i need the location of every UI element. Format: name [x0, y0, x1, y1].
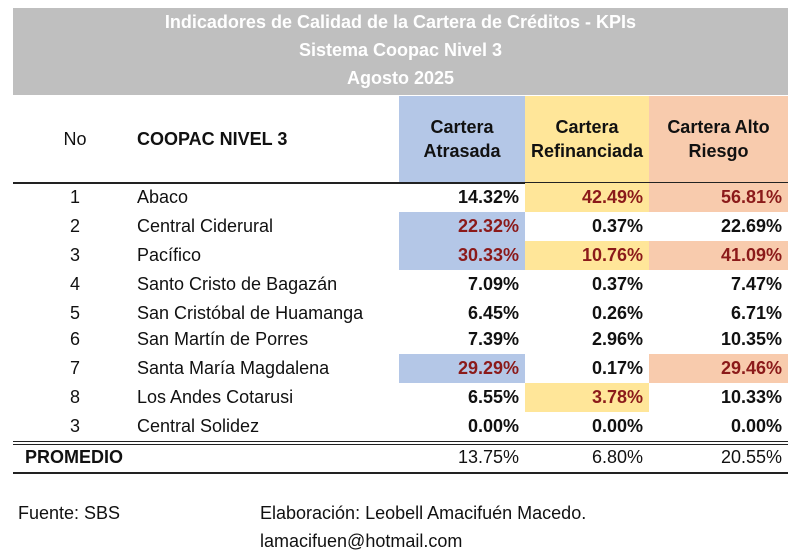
row-cartera-atrasada: 7.09% — [467, 274, 519, 294]
table-row: 6 San Martín de Porres 7.39% 2.96% 10.35… — [13, 325, 788, 354]
row-no: 3 — [69, 416, 80, 436]
row-name: Central Ciderural — [137, 216, 274, 236]
row-cartera-alto-riesgo: 6.71% — [730, 303, 782, 323]
table-row: 3 Central Solidez 0.00% 0.00% 0.00% — [13, 412, 788, 441]
row-no: 8 — [69, 387, 80, 407]
average-cartera-refinanciada: 6.80% — [591, 447, 643, 467]
table-row: 7 Santa María Magdalena 29.29% 0.17% 29.… — [13, 354, 788, 383]
row-cartera-atrasada: 29.29% — [399, 354, 525, 383]
row-no: 4 — [69, 274, 80, 294]
header-col3-line2: Riesgo — [688, 141, 749, 161]
row-name: Santo Cristo de Bagazán — [137, 274, 338, 294]
average-label: PROMEDIO — [25, 447, 124, 467]
header-cartera-alto-riesgo: Cartera Alto Riesgo — [649, 96, 788, 182]
row-cartera-alto-riesgo: 29.46% — [649, 354, 788, 383]
header-col1-line2: Atrasada — [423, 141, 501, 161]
row-no: 2 — [69, 216, 80, 236]
row-cartera-alto-riesgo: 41.09% — [649, 241, 788, 270]
row-cartera-refinanciada: 42.49% — [525, 183, 649, 212]
header-col1-line1: Cartera — [430, 117, 494, 137]
average-divider-top-double — [13, 444, 788, 445]
header-name-label: COOPAC NIVEL 3 — [137, 129, 288, 149]
row-name: Abaco — [137, 187, 189, 207]
row-cartera-refinanciada: 0.00% — [591, 416, 643, 436]
row-cartera-refinanciada: 3.78% — [525, 383, 649, 412]
average-row: PROMEDIO 13.75% 6.80% 20.55% — [13, 443, 788, 472]
row-no: 1 — [69, 187, 80, 207]
row-name: Los Andes Cotarusi — [137, 387, 294, 407]
row-cartera-atrasada: 0.00% — [467, 416, 519, 436]
row-cartera-refinanciada: 10.76% — [525, 241, 649, 270]
table-row: 5 San Cristóbal de Huamanga 6.45% 0.26% … — [13, 299, 788, 328]
row-name: San Cristóbal de Huamanga — [137, 303, 364, 323]
row-cartera-refinanciada: 2.96% — [591, 329, 643, 349]
title-line-2: Sistema Coopac Nivel 3 — [298, 40, 503, 60]
average-cartera-alto-riesgo: 20.55% — [720, 447, 782, 467]
row-name: Central Solidez — [137, 416, 260, 436]
row-cartera-alto-riesgo: 10.35% — [720, 329, 782, 349]
header-cartera-atrasada: Cartera Atrasada — [399, 96, 525, 182]
average-cartera-atrasada: 13.75% — [457, 447, 519, 467]
row-cartera-refinanciada: 0.37% — [591, 274, 643, 294]
header-col3-line1: Cartera Alto — [667, 117, 770, 137]
row-cartera-atrasada: 30.33% — [399, 241, 525, 270]
row-name: Santa María Magdalena — [137, 358, 330, 378]
header-no-label: No — [63, 129, 87, 149]
footer-email: lamacifuen@hotmail.com — [260, 531, 463, 551]
row-cartera-alto-riesgo: 22.69% — [720, 216, 782, 236]
table-row: 1 Abaco 14.32% 42.49% 56.81% — [13, 183, 788, 212]
footer-source: Fuente: SBS — [18, 503, 121, 523]
row-no: 7 — [69, 358, 80, 378]
average-divider-bottom — [13, 472, 788, 474]
row-cartera-alto-riesgo: 0.00% — [730, 416, 782, 436]
row-cartera-alto-riesgo: 7.47% — [730, 274, 782, 294]
row-no: 5 — [69, 303, 80, 323]
row-cartera-refinanciada: 0.17% — [591, 358, 643, 378]
table-title: Indicadores de Calidad de la Cartera de … — [13, 8, 788, 95]
header-no: No — [13, 96, 137, 182]
row-cartera-atrasada: 6.55% — [467, 387, 519, 407]
row-name: Pacífico — [137, 245, 202, 265]
title-line-3: Agosto 2025 — [346, 68, 455, 88]
average-divider-top — [13, 441, 788, 442]
row-no: 3 — [69, 245, 80, 265]
row-name: San Martín de Porres — [137, 329, 309, 349]
row-cartera-refinanciada: 0.26% — [591, 303, 643, 323]
row-no: 6 — [69, 329, 80, 349]
header-name: COOPAC NIVEL 3 — [137, 96, 399, 182]
table-row: 4 Santo Cristo de Bagazán 7.09% 0.37% 7.… — [13, 270, 788, 299]
table-row: 3 Pacífico 30.33% 10.76% 41.09% — [13, 241, 788, 270]
header-divider — [13, 182, 788, 184]
header-cartera-refinanciada: Cartera Refinanciada — [525, 96, 649, 182]
header-col2-line2: Refinanciada — [530, 141, 644, 161]
row-cartera-refinanciada: 0.37% — [591, 216, 643, 236]
table-row: 8 Los Andes Cotarusi 6.55% 3.78% 10.33% — [13, 383, 788, 412]
row-cartera-atrasada: 7.39% — [467, 329, 519, 349]
row-cartera-atrasada: 22.32% — [399, 212, 525, 241]
table-row: 2 Central Ciderural 22.32% 0.37% 22.69% — [13, 212, 788, 241]
row-cartera-alto-riesgo: 10.33% — [720, 387, 782, 407]
footer-author: Elaboración: Leobell Amacifuén Macedo. — [260, 503, 587, 523]
header-col2-line1: Cartera — [555, 117, 619, 137]
title-line-1: Indicadores de Calidad de la Cartera de … — [164, 12, 637, 32]
row-cartera-alto-riesgo: 56.81% — [649, 183, 788, 212]
row-cartera-atrasada: 14.32% — [457, 187, 519, 207]
row-cartera-atrasada: 6.45% — [467, 303, 519, 323]
